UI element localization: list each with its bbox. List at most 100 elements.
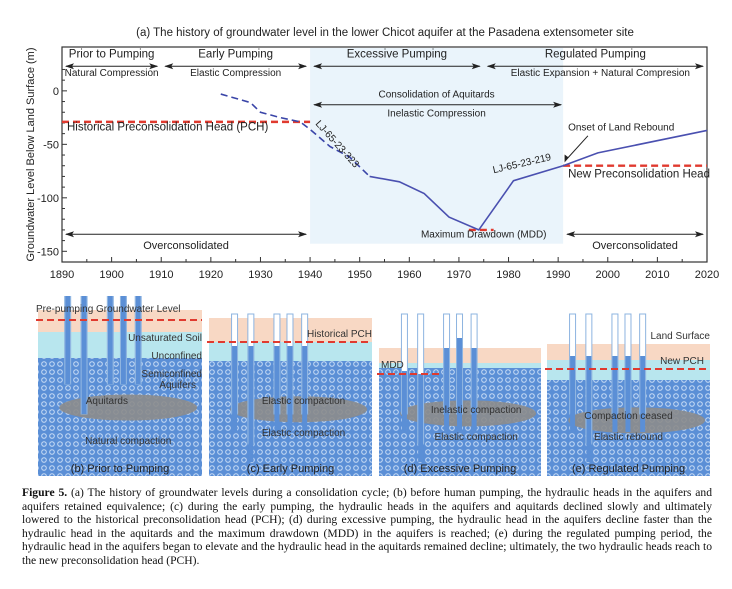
y-axis-label: Groundwater Level Below Land Surface (m) [25,48,37,262]
x-tick-label: 1950 [347,269,371,281]
aquitard-lens [59,394,198,421]
label-aquitards: Aquitards [86,396,128,407]
label-pre-pumping: Pre-pumping Groundwater Level [36,304,181,315]
annotation-arrow [565,135,589,161]
well-water [457,338,463,432]
period-arrow-head-left [486,63,496,70]
shaded-excessive-region [310,48,564,244]
overconsolidated-arrow-head-left [65,231,74,238]
caption-text: (a) The history of groundwater levels du… [22,486,712,567]
aquitard-lens [568,407,706,434]
period-sublabel: Natural Compression [65,68,159,79]
well-water [287,346,293,432]
period-arrow-head-right [149,63,159,70]
series-line-LJ-65-23-323 [220,93,371,178]
label-elastic-compaction: Elastic compaction [435,432,518,443]
figure-caption: Figure 5. (a) The history of groundwater… [22,486,712,568]
groundwater-history-chart: (a) The history of groundwater level in … [25,27,719,281]
well-water [302,346,308,432]
consolidation-label: Consolidation of Aquitards [379,89,495,100]
x-tick-label: 1920 [199,269,223,281]
label-natural-compaction: Natural compaction [85,436,171,447]
period-arrow-head-left [313,63,323,70]
period-label: Regulated Pumping [545,49,646,61]
y-tick-label: 0 [53,86,59,98]
series-line-LJ-65-23-219 [369,129,708,231]
y-tick-label: -150 [37,246,59,258]
label-unsaturated: Unsaturated Soil [128,333,202,344]
consolidation-arrow-head-left [313,101,323,108]
consolidation-arrow-head-right [553,101,563,108]
well-water [625,356,631,432]
label-unconfined: Unconfined [151,351,202,362]
x-tick-label: 2010 [645,269,669,281]
well-water [640,356,646,432]
x-tick-label: 1930 [248,269,272,281]
overconsolidated-label: Overconsolidated [143,240,229,252]
label-semiconfined: Semiconfined [141,369,202,380]
panel-caption: (c) Early Pumping [247,463,334,475]
label-land-surface: Land Surface [651,331,711,342]
rebound-annotation: Onset of Land Rebound [568,122,674,133]
aquitard-lens [230,396,368,423]
well-water [232,346,238,432]
aquitard-lens [400,400,537,427]
y-tick-label: -50 [43,139,59,151]
period-sublabel: Elastic Compression [190,68,281,79]
label-mdd: MDD [381,360,404,371]
period-arrow-head-right [695,63,704,70]
annotation-arrow-head [564,154,569,163]
well-water [418,374,424,462]
x-tick-label: 1990 [546,269,570,281]
pch-label: Historical Preconsolidation Head (PCH) [67,121,268,133]
well-water [570,356,576,432]
panel-caption: (b) Prior to Pumping [71,463,169,475]
well-water [471,348,477,432]
x-tick-label: 2020 [695,269,719,281]
well-water [401,371,407,432]
panel-caption: (e) Regulated Pumping [572,463,685,475]
schematic-panels: (b) Prior to Pumping Pre-pumping Groundwa… [36,296,711,476]
x-tick-label: 1890 [50,269,74,281]
well-water [65,296,71,384]
period-label: Early Pumping [198,49,273,61]
well-water [586,356,592,462]
well-water [107,296,113,384]
label-compaction-ceased: Compaction ceased [584,411,672,422]
caption-lead: Figure 5. [22,486,68,499]
y-tick-label: -100 [37,193,59,205]
x-tick-label: 1980 [496,269,520,281]
label-historical-pch: Historical PCH [307,329,372,340]
period-arrow-head-right [471,63,481,70]
label-aquifers: Aquifers [159,380,196,391]
new-pch-label: New Preconsolidation Head [568,168,710,180]
period-arrow-head-right [298,63,308,70]
well-water [274,346,280,432]
well-water [612,356,618,432]
well-water [81,296,87,414]
x-tick-label: 1960 [397,269,421,281]
x-tick-label: 2000 [596,269,620,281]
label-elastic-compaction: Elastic compaction [262,396,345,407]
overconsolidated-arrow-head-left [566,231,576,238]
x-tick-label: 1970 [447,269,471,281]
period-arrow-head-left [65,63,74,70]
label-inelastic-compaction: Inelastic compaction [431,405,522,416]
chart-title: (a) The history of groundwater level in … [136,27,634,39]
overconsolidated-arrow-head-right [298,231,308,238]
label-elastic-compaction: Elastic compaction [262,428,345,439]
mdd-label: Maximum Drawdown (MDD) [421,229,547,240]
well-water [248,346,254,462]
x-tick-label: 1900 [99,269,123,281]
label-new-pch: New PCH [660,356,704,367]
overconsolidated-label: Overconsolidated [592,240,678,252]
period-arrow-head-left [164,63,174,70]
period-label: Prior to Pumping [69,49,155,61]
label-elastic-rebound: Elastic rebound [594,432,663,443]
consolidation-sublabel: Inelastic Compression [387,109,485,120]
x-tick-label: 1910 [149,269,173,281]
x-tick-label: 1940 [298,269,322,281]
panel-caption: (d) Excessive Pumping [404,463,517,475]
overconsolidated-arrow-head-right [695,231,704,238]
